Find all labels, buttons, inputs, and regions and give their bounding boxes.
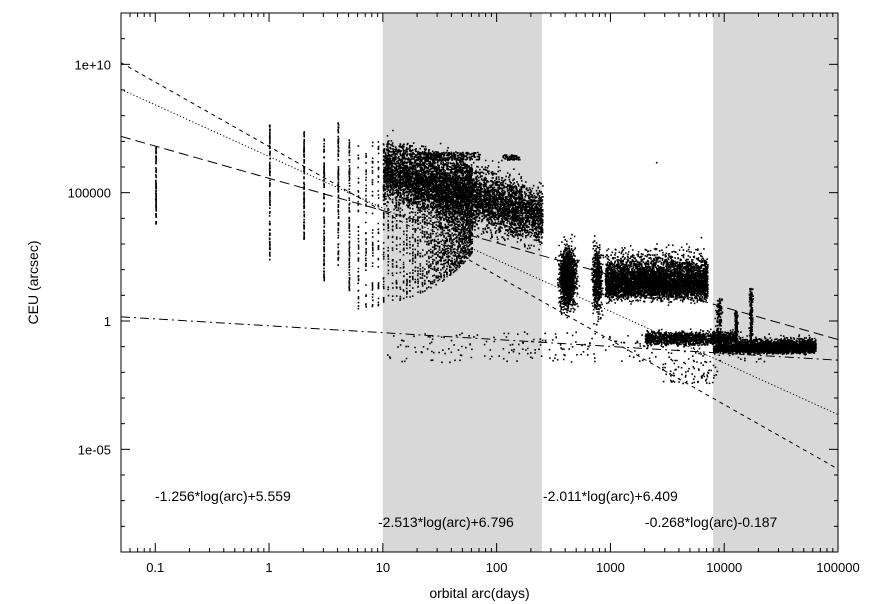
y-axis-label: CEU (arcsec) bbox=[25, 240, 41, 324]
fit-line-4 bbox=[120, 316, 839, 361]
x-tick-label-5: 10000 bbox=[706, 560, 742, 575]
y-tick-label-2: 100000 bbox=[68, 186, 111, 201]
fit-line-labels: -1.256*log(arc)+5.559 -2.513*log(arc)+6.7… bbox=[155, 488, 778, 530]
fit-line-label-1: -1.256*log(arc)+5.559 bbox=[155, 488, 291, 504]
x-tick-label-2: 10 bbox=[376, 560, 390, 575]
y-tick-label-3: 1e+10 bbox=[74, 57, 111, 72]
y-tick-label-1: 1 bbox=[104, 314, 111, 329]
fit-line-label-3: -2.011*log(arc)+6.409 bbox=[543, 488, 678, 504]
scatter-points bbox=[155, 122, 817, 385]
axis-ticks: 0.1 1 10 100 1000 10000 100000 1e-05 1 100000 1e+1… bbox=[68, 12, 860, 575]
shaded-bands bbox=[382, 13, 838, 552]
x-tick-label-4: 1000 bbox=[596, 560, 625, 575]
scatter-point-cloud bbox=[155, 122, 817, 385]
fit-line-label-2: -2.513*log(arc)+6.796 bbox=[378, 514, 514, 530]
fit-line-label-4: -0.268*log(arc)-0.187 bbox=[645, 514, 778, 530]
x-tick-label-6: 100000 bbox=[816, 560, 859, 575]
x-tick-label-3: 100 bbox=[486, 560, 508, 575]
x-tick-label-1: 1 bbox=[265, 560, 272, 575]
x-axis-label: orbital arc(days) bbox=[429, 585, 529, 601]
x-tick-label-0: 0.1 bbox=[146, 560, 164, 575]
shaded-band-2 bbox=[713, 13, 838, 552]
y-tick-label-0: 1e-05 bbox=[78, 442, 111, 457]
fit-lines bbox=[120, 62, 839, 470]
fit-line-2 bbox=[120, 62, 839, 470]
fit-line-1 bbox=[120, 135, 839, 340]
